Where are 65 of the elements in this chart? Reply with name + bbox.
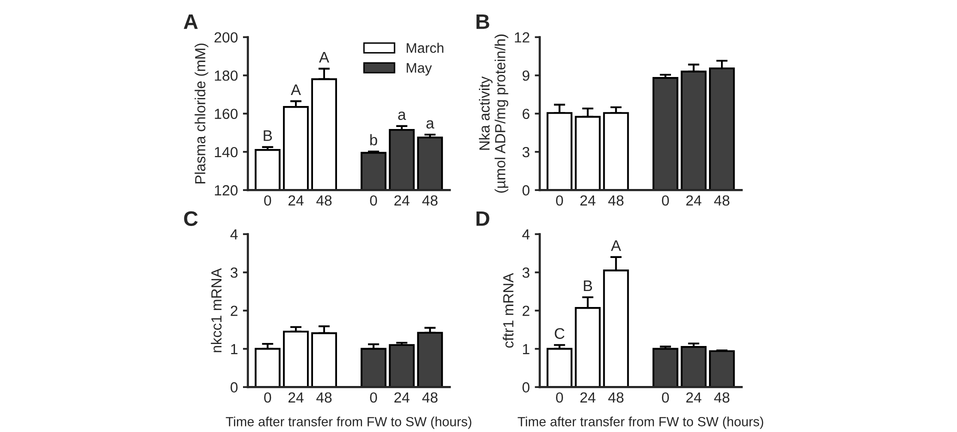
y-tick-label: 4 [230,229,238,240]
y-tick-label: 120 [214,185,238,196]
x-axis-title: Time after transfer from FW to SW (hours) [226,416,472,429]
y-tick-label: 9 [522,70,530,81]
x-tick-label: 24 [288,392,304,402]
chart-title: B [476,14,490,29]
y-tick-label: 0 [522,185,530,196]
y-tick-label: 200 [214,32,238,43]
y-axis-title: Plasma chloride (mM) [194,44,208,184]
y-tick-label: 3 [522,267,530,278]
y-axis-title: nkcc1 mRNA [210,268,222,352]
x-tick-label: 48 [608,195,624,206]
x-tick-label: 0 [370,392,378,403]
data-label: A [290,84,301,95]
x-tick-label: 24 [686,392,702,402]
y-axis-title: cftr1 mRNA [502,272,514,348]
legend-label: March [406,42,444,53]
x-tick-label: 48 [714,195,730,206]
y-tick-label: 3 [522,146,530,158]
y-tick-label: 2 [522,306,530,316]
chart-title: D [476,211,490,226]
x-tick-label: 24 [394,392,410,402]
y-tick-label: 4 [522,229,530,240]
x-tick-label: 0 [556,195,563,206]
x-tick-label: 0 [662,392,669,403]
y-tick-label: 160 [214,108,238,120]
x-tick-label: 48 [608,392,624,403]
x-tick-label: 24 [580,195,596,206]
x-tick-label: 48 [316,392,332,403]
x-tick-label: 48 [422,392,438,403]
chart-title: A [184,14,198,29]
x-tick-label: 0 [556,392,563,403]
data-label: C [554,328,564,339]
data-label: A [319,52,330,62]
x-tick-label: 48 [422,195,438,206]
y-axis-title: Nka activity (µmol ADP/mg protein/h) [478,34,508,193]
x-tick-label: 24 [288,195,304,206]
x-tick-label: 48 [714,392,730,403]
data-label: B [584,280,592,291]
legend-label: May [406,63,432,76]
x-axis-title: Time after transfer from FW to SW (hours) [518,416,764,429]
data-label: B [264,130,272,141]
y-tick-label: 6 [522,108,530,120]
x-tick-label: 24 [394,195,410,206]
y-tick-label: 0 [230,382,238,392]
x-tick-label: 24 [580,392,596,402]
y-tick-label: 140 [214,146,238,158]
x-tick-label: 0 [264,195,272,206]
data-label: a [398,112,406,120]
x-tick-label: 24 [686,195,702,206]
y-tick-label: 1 [231,344,238,354]
x-tick-label: 0 [370,195,378,206]
y-tick-label: 180 [214,70,238,81]
y-tick-label: 3 [230,267,238,278]
x-tick-label: 0 [264,392,272,403]
x-tick-label: 48 [316,195,332,206]
x-tick-label: 0 [662,195,669,206]
data-label: b [370,134,378,146]
data-label: A [610,240,622,251]
chart-title: C [184,211,198,226]
y-tick-label: 12 [514,32,530,42]
data-label: a [426,120,434,129]
y-tick-label: 0 [522,382,530,392]
y-tick-label: 2 [230,306,238,316]
y-tick-label: 1 [523,344,530,354]
